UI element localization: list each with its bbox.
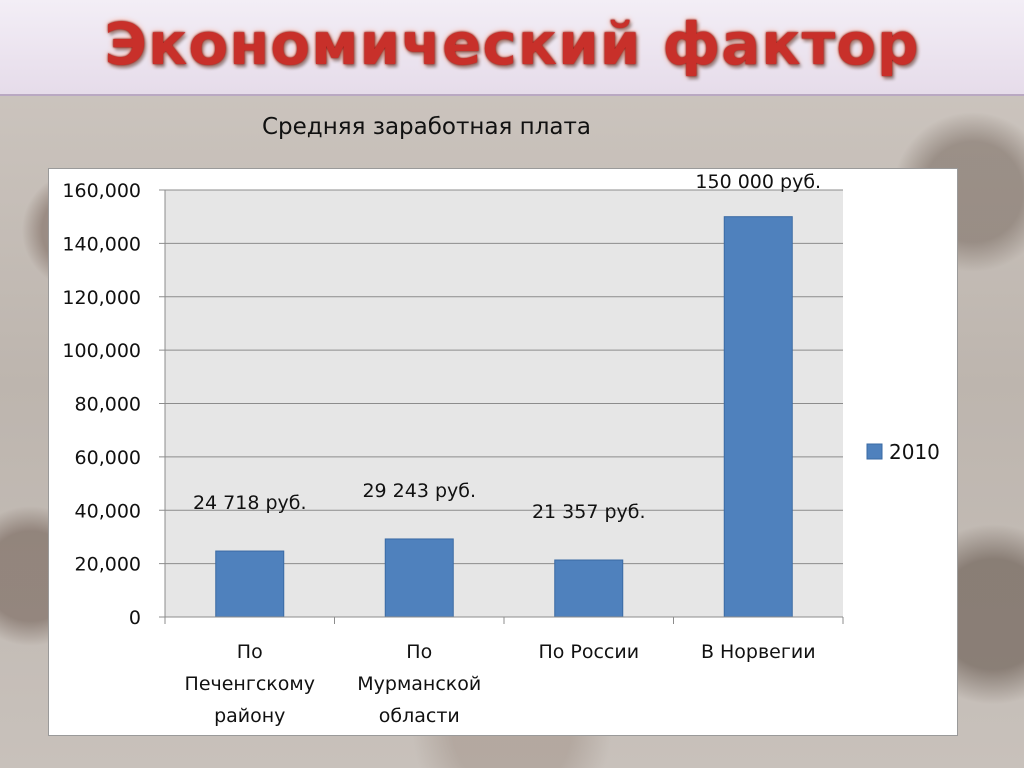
slide-title: Экономический фактор	[104, 10, 920, 78]
y-tick-label: 160,000	[62, 180, 141, 202]
x-tick-label: В Норвегии	[701, 641, 816, 663]
y-tick-label: 20,000	[75, 554, 141, 576]
chart-title: Средняя заработная плата	[262, 114, 592, 140]
bar-2	[384, 538, 454, 618]
x-tick-label: Печенгскому	[185, 673, 315, 695]
header-band	[0, 0, 1024, 96]
data-label-4: 150 000 руб.	[695, 171, 821, 193]
data-label-1: 24 718 руб.	[193, 492, 307, 514]
x-tick-label: области	[379, 705, 460, 727]
legend: 2010	[866, 440, 940, 464]
y-axis: 0 20,000 40,000 60,000 80,000 100,000 120,000 1…	[62, 180, 166, 629]
y-tick-label: 120,000	[62, 287, 141, 309]
bar-1	[215, 550, 285, 618]
x-tick-label: По	[406, 641, 432, 663]
y-tick-label: 140,000	[62, 233, 141, 255]
bar-4	[723, 216, 793, 618]
x-tick-label: Мурманской	[357, 673, 481, 695]
bars	[215, 216, 793, 618]
x-tick-label: По России	[538, 641, 639, 663]
x-axis: По Печенгскому району По Мурманской области По…	[164, 616, 844, 727]
data-labels: 24 718 руб. 29 243 руб. 21 357 руб. 150 000…	[193, 171, 821, 523]
data-label-3: 21 357 руб.	[532, 501, 646, 523]
y-tick-label: 80,000	[75, 394, 141, 416]
legend-swatch	[866, 443, 883, 460]
legend-label: 2010	[889, 440, 940, 464]
data-label-2: 29 243 руб.	[362, 480, 476, 502]
bar-3	[554, 559, 624, 618]
y-tick-label: 40,000	[75, 500, 141, 522]
x-tick-label: району	[214, 705, 285, 727]
y-tick-label: 60,000	[75, 447, 141, 469]
y-tick-label: 100,000	[62, 340, 141, 362]
x-tick-label: По	[237, 641, 263, 663]
y-tick-label: 0	[129, 607, 141, 629]
